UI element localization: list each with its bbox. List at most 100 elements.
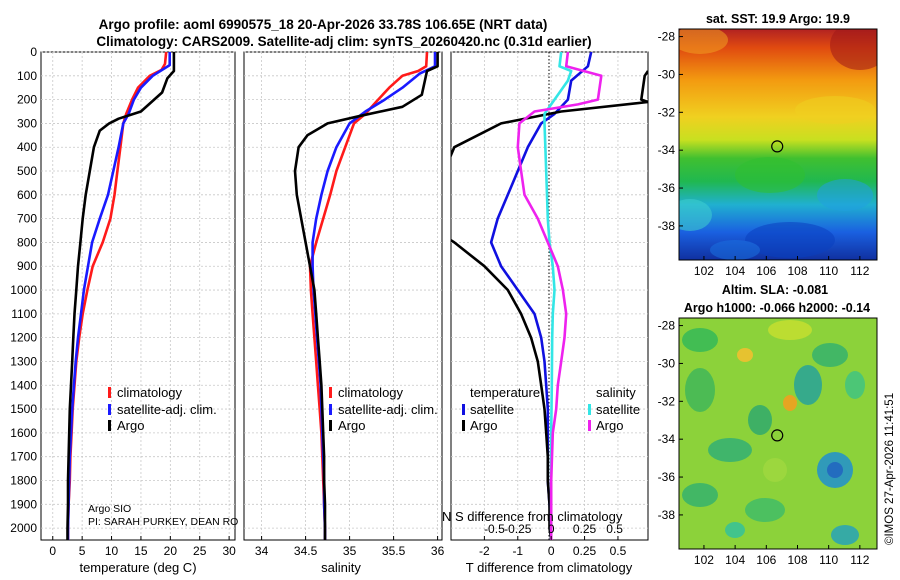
map-y-tick-label: -34 xyxy=(658,432,676,446)
y-tick-label: 1600 xyxy=(10,426,37,440)
credit-pi: PI: SARAH PURKEY, DEAN RO xyxy=(88,516,238,528)
x-tick-label: 0.5 xyxy=(610,544,627,558)
header-line-2: Climatology: CARS2009. Satellite-adj cli… xyxy=(96,34,591,49)
map-x-tick-label: 112 xyxy=(850,264,869,278)
s-tick-label: 0 xyxy=(548,522,555,536)
y-tick-label: 1200 xyxy=(10,331,37,345)
temperature-xlabel: temperature (deg C) xyxy=(79,560,196,575)
y-tick-label: 0 xyxy=(30,45,37,59)
s-tick-label: 0.5 xyxy=(606,522,623,536)
difference-s-xlabel: N S difference from climatology xyxy=(442,509,623,524)
legend-sal-satellite-adj: satellite-adj. clim. xyxy=(338,402,438,417)
sst-field xyxy=(679,29,877,260)
sla-map: Altim. SLA: -0.081 Argo h1000: -0.066 h2… xyxy=(658,283,878,567)
x-tick-label: 34 xyxy=(255,544,269,558)
series-temperature-argo xyxy=(451,70,648,540)
x-tick-label: 20 xyxy=(164,544,178,558)
x-tick-label: 35.5 xyxy=(382,544,406,558)
sst-texture xyxy=(679,29,877,260)
x-tick-label: 30 xyxy=(222,544,236,558)
y-tick-label: 1500 xyxy=(10,402,37,416)
map-x-tick-label: 102 xyxy=(694,553,714,567)
map-y-tick-label: -38 xyxy=(658,508,676,522)
y-tick-label: 1300 xyxy=(10,354,37,368)
legend-t-satellite: satellite xyxy=(470,402,514,417)
x-tick-label: 15 xyxy=(134,544,148,558)
map-x-tick-label: 108 xyxy=(787,553,807,567)
map-y-tick-label: -38 xyxy=(658,219,676,233)
legend-temperature-heading: temperature xyxy=(470,385,540,400)
s-tick-label: 0.25 xyxy=(573,522,597,536)
difference-panel: -2 -1 0 0.25 0.5 -0.5 -0.25 0 0.25 0.5 T differen… xyxy=(442,51,649,575)
timestamp-stamp: ©IMOS 27-Apr-2026 11:41:51 xyxy=(884,393,896,545)
y-tick-label: 700 xyxy=(17,212,37,226)
series-argo xyxy=(293,52,439,540)
y-tick-label: 900 xyxy=(17,259,37,273)
sla-map-title-2: Argo h1000: -0.066 h2000: -0.14 xyxy=(684,301,870,315)
map-x-tick-label: 110 xyxy=(819,264,838,278)
s-tick-label: -0.25 xyxy=(504,522,532,536)
y-tick-label: 100 xyxy=(17,69,37,83)
difference-xlabel: T difference from climatology xyxy=(466,560,633,575)
legend-climatology: climatology xyxy=(117,385,183,400)
y-tick-label: 2000 xyxy=(10,521,37,535)
map-x-tick-label: 104 xyxy=(725,264,745,278)
y-tick-label: 600 xyxy=(17,188,37,202)
salinity-panel: 34 34.5 35 35.5 36 salinity climatology sate… xyxy=(243,51,445,575)
legend-t-argo: Argo xyxy=(470,418,497,433)
y-tick-label: 1800 xyxy=(10,473,37,487)
y-tick-label: 1900 xyxy=(10,497,37,511)
y-tick-label: 400 xyxy=(17,140,37,154)
x-tick-label: 5 xyxy=(79,544,86,558)
series-salinity-satellite xyxy=(543,52,573,540)
sla-texture xyxy=(682,320,865,545)
temperature-panel: 0 5 10 15 20 25 300100200300400500600700800900… xyxy=(10,45,238,575)
difference-legend: temperature satellite Argo salinity sate… xyxy=(462,385,640,433)
y-tick-label: 1400 xyxy=(10,378,37,392)
sla-map-title-1: Altim. SLA: -0.081 xyxy=(722,283,828,297)
salinity-xlabel: salinity xyxy=(321,560,361,575)
sla-argo-marker xyxy=(771,429,784,442)
map-y-tick-label: -32 xyxy=(658,394,676,408)
x-tick-label: 36 xyxy=(431,544,445,558)
y-tick-label: 800 xyxy=(17,235,37,249)
x-tick-label: 0 xyxy=(548,544,555,558)
map-y-tick-label: -30 xyxy=(658,67,676,81)
x-tick-label: 35 xyxy=(343,544,357,558)
y-tick-label: 500 xyxy=(17,164,37,178)
temperature-legend: climatology satellite-adj. clim. Argo xyxy=(108,385,217,433)
map-x-tick-label: 110 xyxy=(819,553,838,567)
legend-argo: Argo xyxy=(117,418,144,433)
sst-map-title: sat. SST: 19.9 Argo: 19.9 xyxy=(706,12,850,26)
map-y-tick-label: -30 xyxy=(658,356,676,370)
x-tick-label: -1 xyxy=(512,544,523,558)
x-tick-label: 0.25 xyxy=(573,544,597,558)
x-tick-label: -2 xyxy=(479,544,490,558)
sst-map: sat. SST: 19.9 Argo: 19.9 102 104 106 108 11… xyxy=(658,12,878,278)
x-tick-label: 25 xyxy=(193,544,207,558)
series-salinity-argo xyxy=(516,52,603,540)
map-x-tick-label: 106 xyxy=(756,264,776,278)
header-line-1: Argo profile: aoml 6990575_18 20-Apr-202… xyxy=(99,17,548,32)
salinity-legend: climatology satellite-adj. clim. Argo xyxy=(329,385,438,433)
s-tick-label: -0.5 xyxy=(484,522,505,536)
legend-satellite-adj: satellite-adj. clim. xyxy=(117,402,217,417)
map-x-tick-label: 106 xyxy=(756,553,776,567)
map-y-tick-label: -36 xyxy=(658,470,676,484)
x-tick-label: 34.5 xyxy=(294,544,318,558)
legend-s-argo: Argo xyxy=(596,418,623,433)
legend-salinity-heading: salinity xyxy=(596,385,636,400)
map-y-tick-label: -36 xyxy=(658,181,676,195)
sst-argo-marker xyxy=(771,140,784,153)
x-tick-label: 0 xyxy=(49,544,56,558)
y-tick-label: 1000 xyxy=(10,283,37,297)
map-x-tick-label: 112 xyxy=(850,553,869,567)
legend-sal-climatology: climatology xyxy=(338,385,404,400)
map-y-tick-label: -28 xyxy=(658,30,676,44)
legend-s-satellite: satellite xyxy=(596,402,640,417)
map-x-tick-label: 102 xyxy=(694,264,714,278)
map-x-tick-label: 104 xyxy=(725,553,745,567)
legend-sal-argo: Argo xyxy=(338,418,365,433)
map-y-tick-label: -28 xyxy=(658,319,676,333)
